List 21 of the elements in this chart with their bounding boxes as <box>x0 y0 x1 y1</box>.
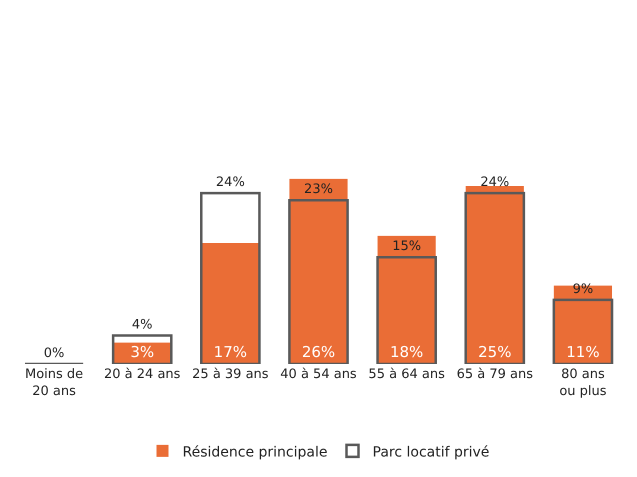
data-label: 23% <box>304 182 333 198</box>
data-label: 24% <box>216 175 245 190</box>
x-tick-label: 55 à 64 ans <box>368 367 446 382</box>
x-tick-label: 40 à 54 ans <box>280 367 357 382</box>
data-label: 25% <box>478 343 512 361</box>
x-tick-label: 25 à 39 ans <box>192 367 269 382</box>
data-label: 9% <box>572 282 594 297</box>
legend-label: Résidence principale <box>182 444 328 460</box>
x-tick-label: 65 à 79 ans <box>456 367 534 382</box>
data-label: 15% <box>392 239 422 254</box>
data-label: 0% <box>44 346 64 361</box>
legend-label: Parc locatif privé <box>372 444 490 460</box>
x-tick-label: 20 à 24 ans <box>104 367 181 382</box>
data-label: 18% <box>390 343 424 361</box>
data-label: 11% <box>566 343 600 361</box>
data-label: 26% <box>302 343 336 361</box>
data-label: 4% <box>132 318 153 333</box>
data-label: 3% <box>130 343 154 361</box>
x-tick-label: 80 ans ou plus <box>559 367 607 399</box>
x-tick-label: Moins de 20 ans <box>24 367 84 399</box>
data-label: 17% <box>214 343 248 361</box>
